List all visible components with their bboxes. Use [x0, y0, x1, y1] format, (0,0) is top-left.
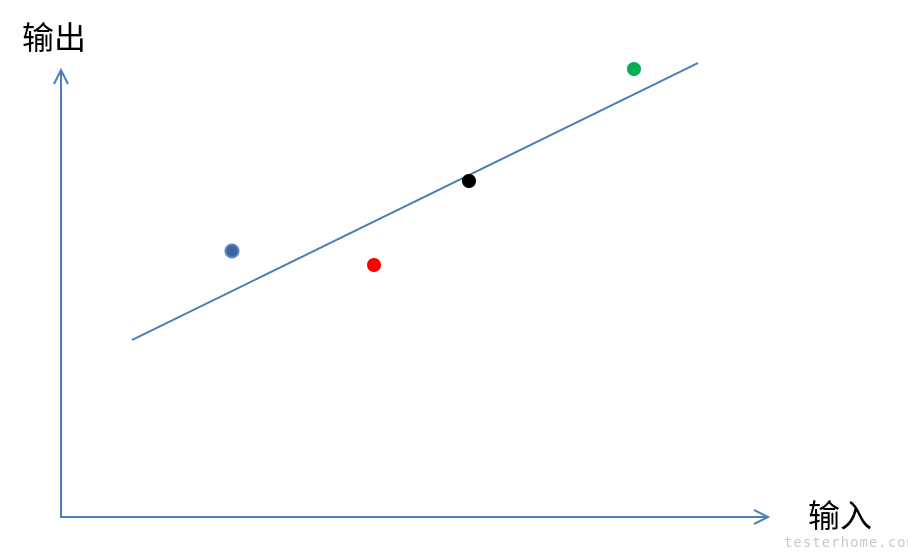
data-point: [367, 258, 381, 272]
watermark: testerhome.com: [784, 535, 908, 551]
y-axis-label: 输出: [22, 19, 86, 57]
data-point: [627, 62, 641, 76]
y-axis-arrow: [53, 67, 69, 85]
fit-line: [131, 62, 699, 341]
x-axis-arrow: [753, 509, 771, 525]
x-axis-label: 输入: [808, 497, 872, 535]
data-point: [224, 243, 240, 259]
data-point: [462, 174, 476, 188]
axes: [53, 67, 771, 525]
